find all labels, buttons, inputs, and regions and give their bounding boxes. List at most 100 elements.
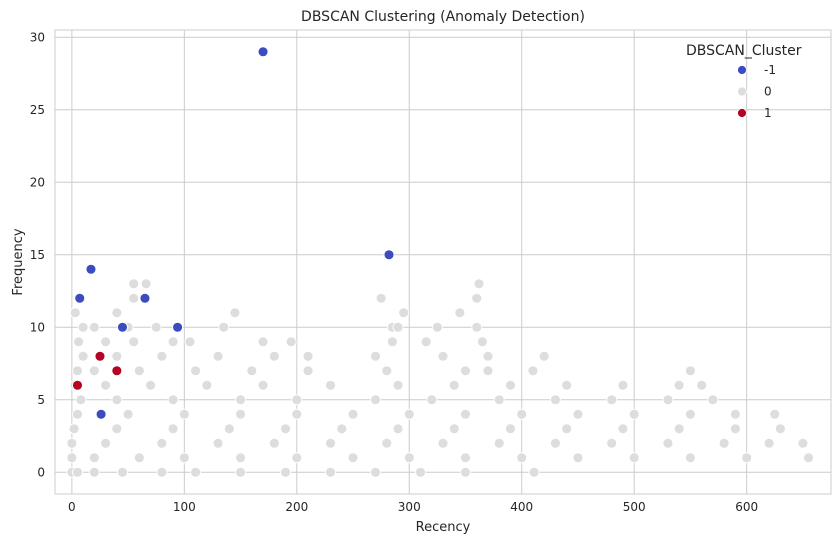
point-cluster-0 bbox=[662, 394, 674, 406]
point-cluster-0 bbox=[741, 452, 753, 464]
point-cluster-0 bbox=[68, 423, 80, 435]
point-cluster-0 bbox=[437, 350, 449, 362]
point-cluster-0 bbox=[156, 350, 168, 362]
point-cluster-0 bbox=[392, 379, 404, 391]
legend: DBSCAN_Cluster -1 0 1 bbox=[686, 43, 802, 120]
point-cluster-0 bbox=[66, 452, 78, 464]
point-cluster-0 bbox=[420, 336, 432, 348]
point-cluster-0 bbox=[707, 394, 719, 406]
tick-labels: 0 100 200 300 400 500 600 0 5 10 15 20 25 30 bbox=[30, 30, 758, 514]
point-cluster-0 bbox=[493, 437, 505, 449]
point-cluster-0 bbox=[156, 437, 168, 449]
point-cluster-0 bbox=[684, 452, 696, 464]
point-cluster-0 bbox=[505, 379, 516, 391]
point-cluster-0 bbox=[111, 307, 123, 319]
point-cluster-0 bbox=[516, 408, 528, 420]
legend-marker bbox=[737, 86, 747, 97]
x-tick-label: 300 bbox=[398, 500, 421, 514]
point-cluster-0 bbox=[617, 423, 629, 435]
point-cluster-0 bbox=[268, 350, 280, 362]
point-cluster-0 bbox=[235, 466, 247, 478]
point-cluster-0 bbox=[606, 394, 618, 406]
point-cluster-0 bbox=[398, 307, 410, 319]
point-cluster-0 bbox=[673, 423, 685, 435]
point-cluster-0 bbox=[88, 452, 100, 464]
point-cluster-0 bbox=[381, 365, 393, 377]
point-cluster-0 bbox=[178, 408, 190, 420]
point-cluster-0 bbox=[482, 365, 494, 377]
point-cluster-0 bbox=[528, 466, 540, 478]
point-cluster-0 bbox=[696, 379, 708, 391]
point-cluster-0 bbox=[128, 292, 140, 304]
y-tick-label: 30 bbox=[30, 30, 45, 44]
point-cluster-0 bbox=[72, 365, 83, 377]
point-cluster-0 bbox=[145, 379, 157, 391]
legend-label: 0 bbox=[764, 85, 772, 99]
point-cluster-0 bbox=[561, 423, 573, 435]
point-cluster-0 bbox=[628, 408, 640, 420]
x-tick-label: 500 bbox=[623, 500, 646, 514]
point-cluster-0 bbox=[229, 307, 241, 319]
legend-label: 1 bbox=[764, 106, 772, 120]
point-cluster-0 bbox=[280, 423, 292, 435]
point-cluster-0 bbox=[684, 365, 696, 377]
point-cluster-0 bbox=[167, 423, 179, 435]
point-cluster-neg1 bbox=[139, 292, 151, 304]
point-cluster-0 bbox=[617, 379, 629, 391]
point-cluster-0 bbox=[386, 336, 398, 348]
point-cluster-0 bbox=[729, 408, 741, 420]
point-cluster-0 bbox=[235, 408, 247, 420]
point-cluster-0 bbox=[72, 466, 83, 478]
point-cluster-1 bbox=[94, 350, 106, 362]
point-cluster-0 bbox=[471, 321, 483, 333]
point-cluster-0 bbox=[763, 437, 775, 449]
point-cluster-0 bbox=[325, 466, 336, 478]
point-cluster-0 bbox=[673, 379, 685, 391]
point-cluster-0 bbox=[572, 408, 584, 420]
point-cluster-0 bbox=[73, 336, 85, 348]
point-cluster-0 bbox=[111, 350, 123, 362]
y-tick-label: 10 bbox=[30, 320, 45, 334]
point-cluster-0 bbox=[561, 379, 573, 391]
point-cluster-neg1 bbox=[85, 263, 97, 275]
point-cluster-neg1 bbox=[257, 46, 269, 58]
point-cluster-0 bbox=[156, 466, 168, 478]
point-cluster-0 bbox=[347, 452, 359, 464]
point-cluster-0 bbox=[606, 437, 618, 449]
point-cluster-0 bbox=[415, 466, 426, 478]
point-cluster-0 bbox=[460, 365, 471, 377]
point-cluster-0 bbox=[460, 408, 471, 420]
point-cluster-0 bbox=[140, 278, 152, 290]
point-cluster-0 bbox=[88, 321, 100, 333]
point-cluster-0 bbox=[403, 408, 415, 420]
point-cluster-0 bbox=[336, 423, 348, 435]
point-cluster-neg1 bbox=[74, 292, 86, 304]
point-cluster-0 bbox=[803, 452, 814, 464]
point-cluster-neg1 bbox=[117, 321, 128, 333]
point-cluster-0 bbox=[460, 466, 471, 478]
point-cluster-0 bbox=[325, 379, 336, 391]
point-cluster-0 bbox=[718, 437, 730, 449]
point-cluster-0 bbox=[111, 423, 123, 435]
point-cluster-0 bbox=[223, 423, 235, 435]
point-cluster-0 bbox=[392, 321, 404, 333]
point-cluster-0 bbox=[201, 379, 213, 391]
point-cluster-0 bbox=[150, 321, 162, 333]
point-cluster-0 bbox=[431, 321, 443, 333]
point-cluster-0 bbox=[88, 365, 100, 377]
point-cluster-0 bbox=[426, 394, 438, 406]
x-tick-label: 400 bbox=[510, 500, 533, 514]
point-cluster-0 bbox=[257, 379, 269, 391]
point-cluster-0 bbox=[370, 350, 381, 362]
point-cluster-0 bbox=[268, 437, 280, 449]
point-cluster-1 bbox=[111, 365, 123, 377]
point-cluster-0 bbox=[516, 452, 528, 464]
plot-frame bbox=[54, 29, 832, 495]
point-cluster-0 bbox=[291, 452, 303, 464]
x-tick-label: 0 bbox=[68, 500, 76, 514]
point-cluster-0 bbox=[302, 350, 314, 362]
point-cluster-0 bbox=[77, 321, 89, 333]
point-cluster-0 bbox=[476, 336, 488, 348]
